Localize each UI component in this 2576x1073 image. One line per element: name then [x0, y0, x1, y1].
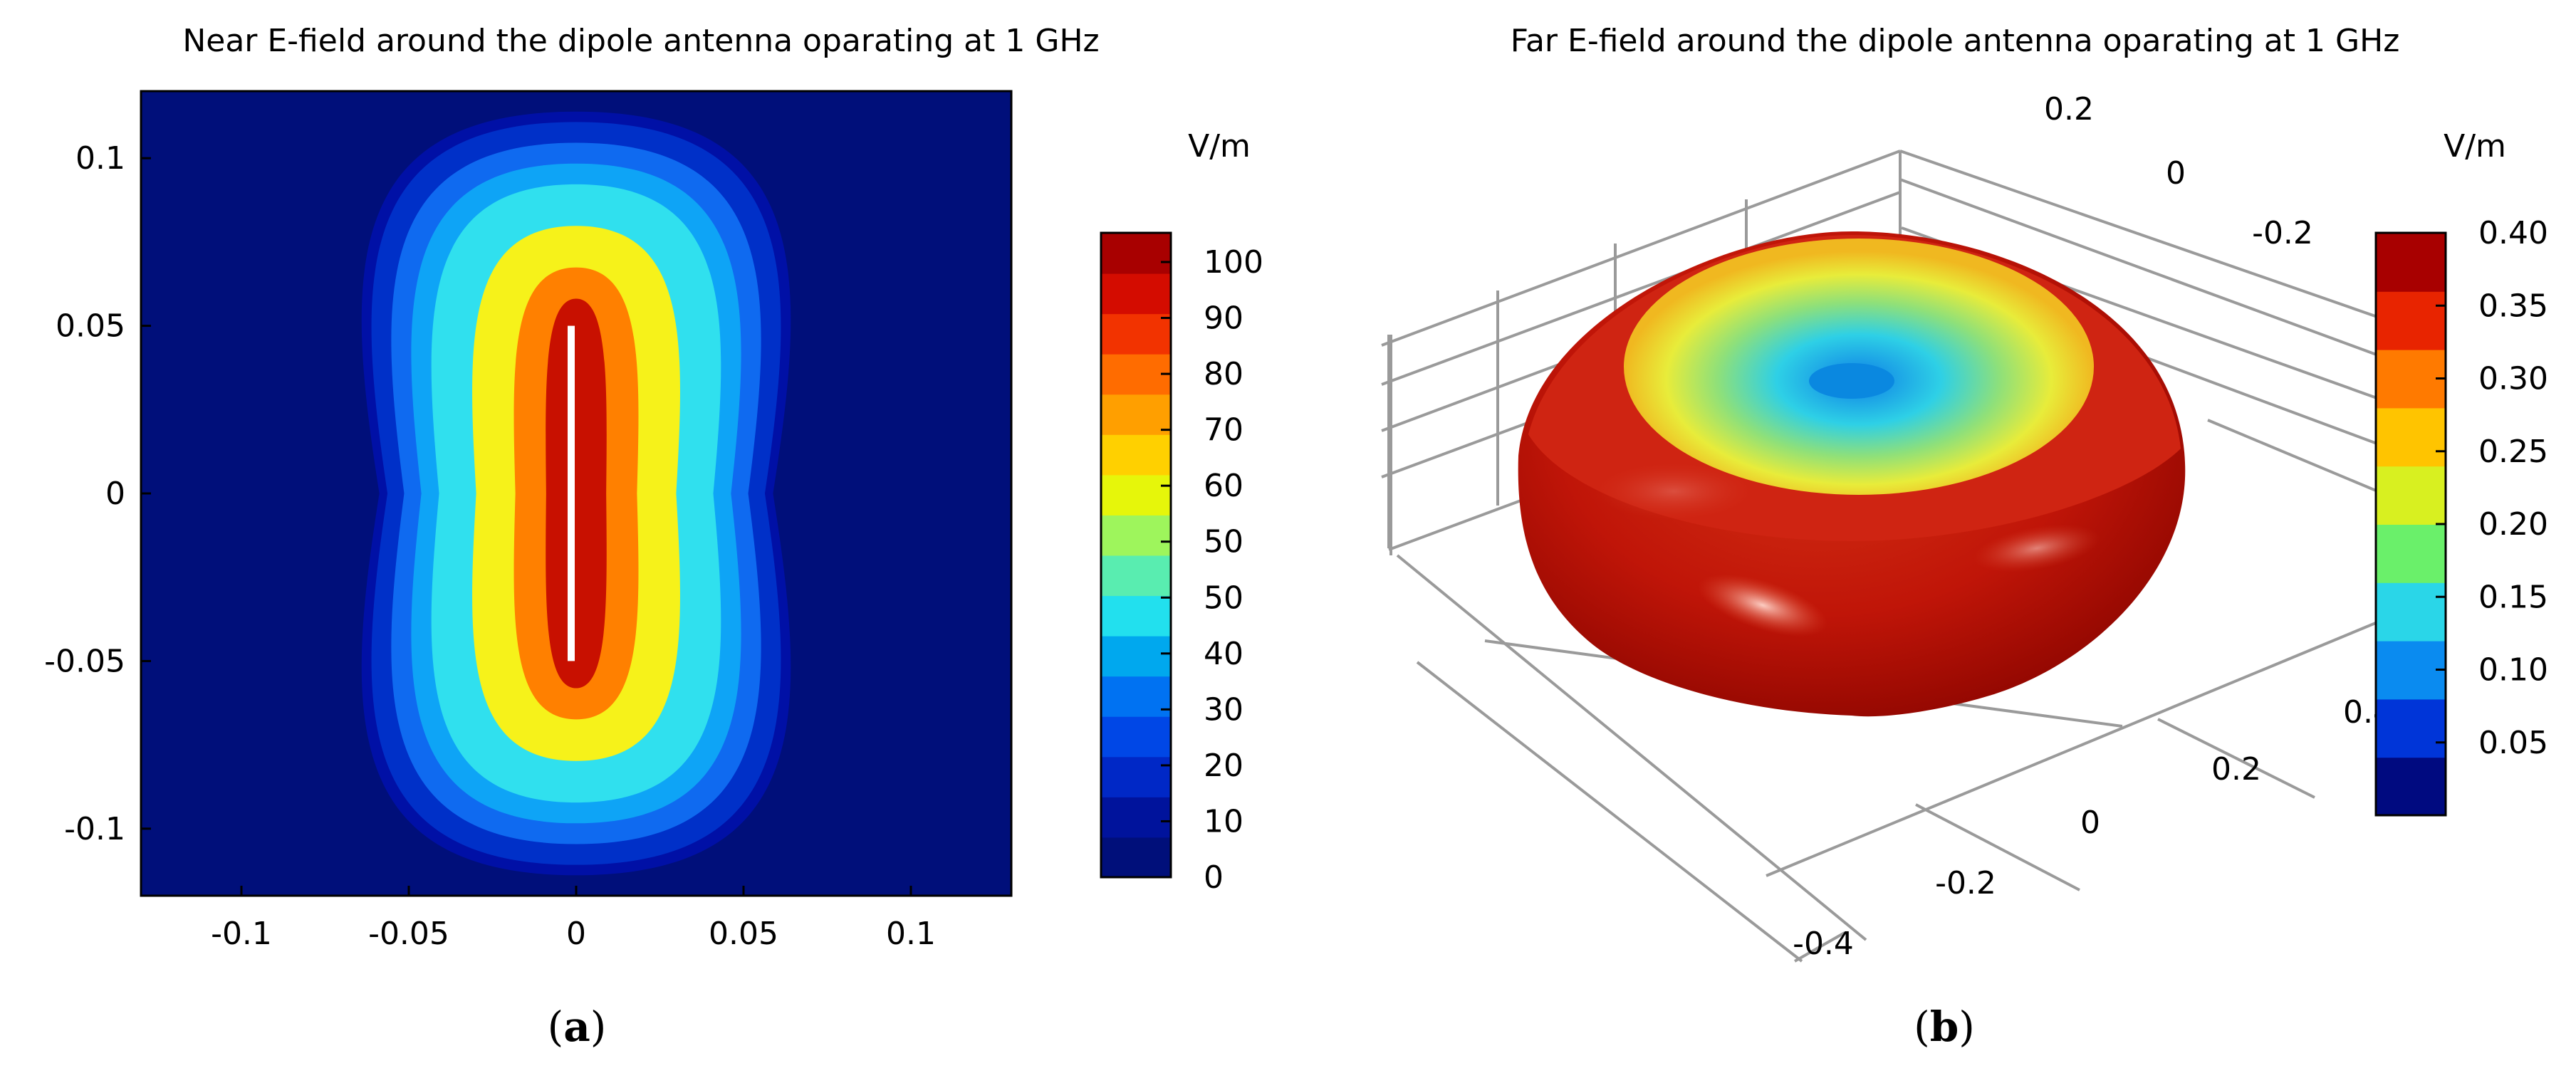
y-tick-label: 0.2	[2211, 751, 2261, 787]
grid-line	[1396, 554, 1867, 941]
panel-a-caption: (a)	[547, 1003, 607, 1051]
x-tick-label: 0	[566, 916, 586, 952]
x-tick-label: -0.05	[368, 916, 449, 952]
colorbar-b-tick-label: 0.30	[2478, 361, 2548, 397]
colorbar-a-segment	[1101, 233, 1171, 274]
colorbar-a-segment	[1101, 514, 1171, 556]
colorbar-b-segment	[2376, 582, 2446, 642]
colorbar-b-tick-label: 0.35	[2478, 288, 2548, 324]
colorbar-b-segment	[2376, 349, 2446, 409]
x-tick-label: 0.2	[2044, 91, 2094, 127]
panel-a-caption-letter: a	[563, 1003, 590, 1051]
axis-a: -0.1 -0.05 0 0.05 0.1 0.1 0.05 0 -0.05 -0.1	[44, 140, 936, 952]
colorbar-b-segment	[2376, 407, 2446, 467]
y-tick-label: 0	[2080, 805, 2100, 841]
grid-line	[1381, 150, 1901, 347]
antenna-wire	[568, 325, 575, 661]
colorbar-b-tick-label: 0.15	[2478, 579, 2548, 615]
colorbar-b-tick-label: 0.25	[2478, 434, 2548, 470]
colorbar-a-tick-label: 30	[1204, 691, 1243, 728]
specular-highlight	[1973, 524, 2100, 572]
colorbar-a-segment	[1101, 394, 1171, 435]
radiation-pattern-surface	[1518, 231, 2186, 717]
torus-hole	[1809, 363, 1894, 399]
colorbar-b-segment	[2376, 466, 2446, 525]
y-tick-label: -0.4	[1793, 926, 1854, 962]
colorbar-b-segment	[2376, 291, 2446, 350]
x-tick-label: -0.2	[2252, 215, 2313, 251]
colorbar-a-segment	[1101, 716, 1171, 758]
grid-line	[1899, 150, 2429, 336]
colorbar-b-segment	[2376, 698, 2446, 758]
colorbar-a-segment	[1101, 676, 1171, 717]
colorbar-b-unit: V/m	[2444, 128, 2506, 164]
colorbar-b-segment	[2376, 640, 2446, 700]
colorbar-a-tick-label: 20	[1204, 748, 1243, 784]
colorbar-a-segment	[1101, 796, 1171, 838]
colorbar-a-segment	[1101, 353, 1171, 395]
y-tick-label: -0.05	[44, 643, 125, 679]
colorbar-a-tick-label: 0	[1204, 859, 1224, 896]
y-tick-label: 0	[105, 476, 125, 512]
colorbar-a-tick-label: 50	[1204, 580, 1243, 616]
colorbar-a-segment	[1101, 635, 1171, 677]
colorbar-a-unit: V/m	[1188, 128, 1251, 164]
x-tick-label: 0	[2166, 155, 2186, 192]
y-tick-label: -0.1	[64, 811, 125, 847]
heatmap-a	[141, 91, 1011, 896]
grid-line	[1915, 803, 2080, 891]
colorbar-a-segment	[1101, 434, 1171, 476]
colorbar-a-tick-label: 40	[1204, 636, 1243, 672]
colorbar-a-segment	[1101, 273, 1171, 315]
colorbar-a-segment	[1101, 595, 1171, 637]
y-tick-label: -0.2	[1935, 865, 1996, 901]
colorbar-a-segment	[1101, 474, 1171, 515]
colorbar-a-tick-label: 80	[1204, 356, 1243, 392]
colorbar-a-tick-label: 70	[1204, 412, 1243, 449]
grid-line	[2157, 718, 2315, 799]
colorbar-b-tick-label: 0.40	[2478, 215, 2548, 251]
panel-a-title: Near E-field around the dipole antenna o…	[182, 23, 1099, 59]
colorbar-a-tick-label: 100	[1204, 244, 1263, 281]
grid-line	[1766, 597, 2436, 877]
colorbar-b: V/m 0.40 0.35 0.30 0.25 0.20 0.15 0.10 0.05	[2374, 128, 2548, 817]
y-tick-label: 0.1	[75, 140, 125, 177]
colorbar-b-segment	[2376, 233, 2446, 292]
colorbar-b-tick-label: 0.20	[2478, 506, 2548, 543]
colorbar-b-segment	[2376, 524, 2446, 583]
colorbar-a-tick-label: 60	[1204, 468, 1243, 504]
colorbar-a-segment	[1101, 313, 1171, 355]
panel-b-title: Far E-field around the dipole antenna op…	[1511, 23, 2400, 59]
colorbar-a-tick-label: 10	[1204, 803, 1243, 839]
x-tick-label: 0.1	[886, 916, 936, 952]
colorbar-a-segment	[1101, 555, 1171, 597]
contour-level	[546, 298, 607, 689]
colorbar-b-tick-label: 0.05	[2478, 725, 2548, 761]
colorbar-a-tick-label: 90	[1204, 300, 1243, 337]
axis-b: 0.20-0.20.40.20-0.2-0.4	[1793, 91, 2393, 962]
grid-line	[1899, 178, 2429, 375]
panel-b-caption: (b)	[1914, 1003, 1975, 1051]
x-tick-label: 0.05	[709, 916, 778, 952]
colorbar-a-segment	[1101, 837, 1171, 878]
grid-line	[1794, 931, 1845, 963]
panel-b-caption-letter: b	[1929, 1003, 1959, 1051]
grid-line	[1381, 191, 1901, 386]
colorbar-b-segment	[2376, 757, 2446, 816]
specular-highlight	[1698, 574, 1827, 637]
colorbar-a-frame	[1100, 231, 1172, 879]
specular-highlight	[1595, 463, 1752, 520]
colorbar-a-segment	[1101, 756, 1171, 797]
colorbar-a-tick-label: 50	[1204, 524, 1243, 560]
grid-line	[1416, 661, 1803, 963]
x-tick-label: -0.1	[211, 916, 272, 952]
colorbar-b-tick-label: 0.10	[2478, 652, 2548, 689]
y-tick-label: 0.05	[56, 308, 125, 345]
